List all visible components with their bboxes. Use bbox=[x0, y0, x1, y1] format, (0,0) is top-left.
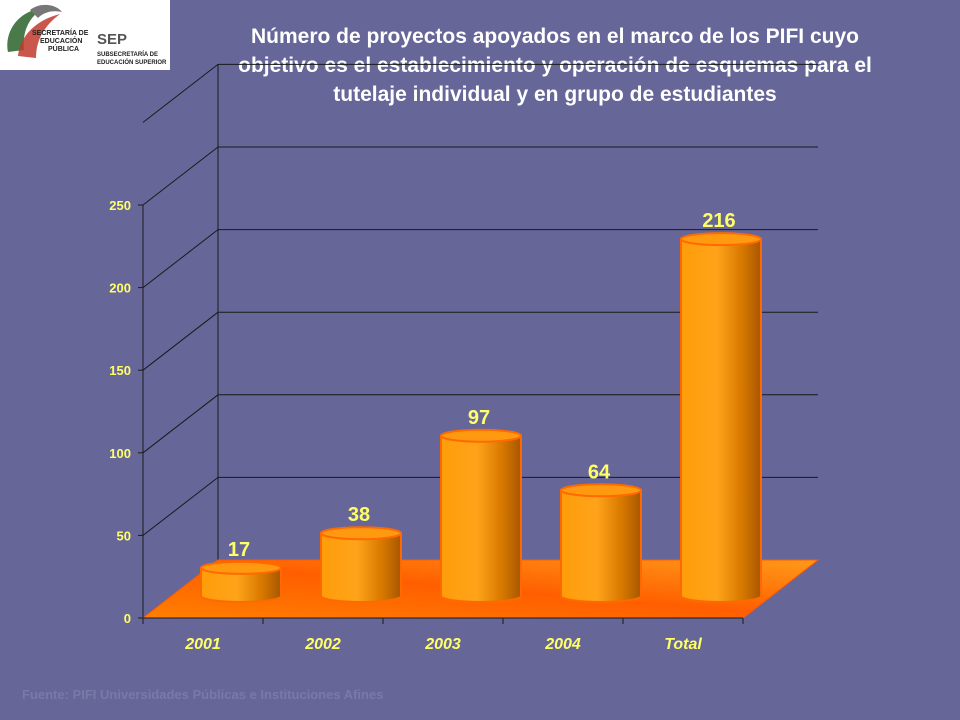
y-tick-label: 50 bbox=[117, 528, 131, 543]
bar bbox=[560, 489, 642, 603]
y-tick-label: 0 bbox=[124, 611, 131, 626]
source-note: Fuente: PIFI Universidades Públicas e In… bbox=[22, 687, 384, 702]
logo-sep: SEP bbox=[97, 31, 128, 48]
x-tick-label: Total bbox=[664, 636, 702, 653]
side-gridline bbox=[142, 311, 219, 371]
logo-line2: EDUCACIÓN bbox=[40, 38, 83, 45]
bar-top bbox=[680, 232, 762, 247]
eagle-emblem-icon bbox=[7, 4, 62, 58]
data-label: 97 bbox=[468, 407, 490, 429]
side-gridline bbox=[142, 146, 219, 206]
bar bbox=[440, 434, 522, 603]
bar bbox=[680, 238, 762, 603]
logo-sub1: SUBSECRETARÍA DE bbox=[97, 52, 159, 58]
sep-logo: SECRETARÍA DE EDUCACIÓN PÚBLICA SEP SUBS… bbox=[0, 0, 170, 70]
data-label: 216 bbox=[702, 210, 735, 232]
chart-title: Número de proyectos apoyados en el marco… bbox=[238, 25, 872, 106]
y-tick-label: 200 bbox=[109, 281, 131, 296]
bar-top bbox=[440, 428, 522, 443]
x-tick-label: 2002 bbox=[304, 636, 341, 653]
data-label: 17 bbox=[228, 539, 250, 561]
bar bbox=[200, 566, 282, 603]
logo-sub2: EDUCACIÓN SUPERIOR bbox=[97, 60, 167, 66]
bar bbox=[320, 532, 402, 603]
bar-top bbox=[560, 483, 642, 498]
data-label: 64 bbox=[588, 461, 611, 483]
side-gridline bbox=[142, 477, 219, 536]
bar-top bbox=[200, 560, 282, 575]
x-tick-label: 2003 bbox=[424, 636, 461, 653]
side-gridline bbox=[142, 229, 219, 288]
y-tick-label: 100 bbox=[109, 446, 131, 461]
x-tick-label: 2001 bbox=[184, 636, 221, 653]
plot-area: 0 50 100 150 200 250 17 38 97 64 216 2001 2002 2003 20… bbox=[109, 63, 820, 653]
y-tick-label: 250 bbox=[109, 198, 131, 213]
data-label: 38 bbox=[348, 504, 370, 526]
side-gridline bbox=[142, 394, 219, 454]
logo-line3: PÚBLICA bbox=[48, 46, 80, 53]
side-gridline bbox=[142, 64, 219, 123]
x-tick-label: 2004 bbox=[544, 636, 581, 653]
bar-top bbox=[320, 526, 402, 541]
y-tick-label: 150 bbox=[109, 363, 131, 378]
logo-line1: SECRETARÍA DE bbox=[32, 30, 89, 37]
